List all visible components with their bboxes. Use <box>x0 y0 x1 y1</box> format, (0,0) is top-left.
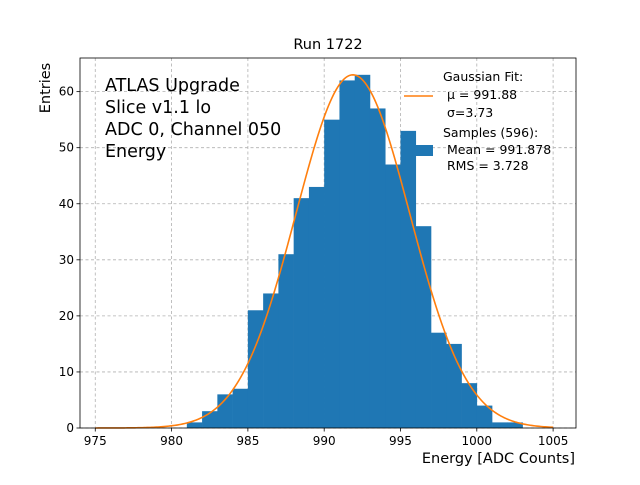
legend-samples-rms: RMS = 3.728 <box>443 158 529 173</box>
y-axis-label: Entries <box>38 63 54 114</box>
histogram-bar <box>186 422 203 428</box>
chart-title: Run 1722 <box>293 37 362 53</box>
legend-fit-title: Gaussian Fit: <box>443 69 523 84</box>
x-tick-label: 975 <box>84 434 107 448</box>
annotation-line-2: Slice v1.1 lo <box>105 98 211 118</box>
histogram-bar <box>278 254 294 428</box>
histogram-bar <box>476 405 493 428</box>
y-tick-label: 10 <box>59 365 74 379</box>
y-tick-label: 50 <box>59 141 74 155</box>
x-tick-label: 1005 <box>538 434 569 448</box>
run-annotation: ATLAS Upgrade Slice v1.1 lo ADC 0, Chann… <box>105 76 281 162</box>
x-tick-label: 980 <box>160 434 183 448</box>
histogram-bar <box>232 388 249 428</box>
legend-samples-title: Samples (596): <box>443 125 538 140</box>
histogram-bar <box>339 80 356 428</box>
x-tick-label: 995 <box>389 434 412 448</box>
y-tick-label: 40 <box>59 197 74 211</box>
y-tick-label: 30 <box>59 253 74 267</box>
legend-fit-sigma: σ=3.73 <box>447 105 493 120</box>
annotation-line-3: ADC 0, Channel 050 <box>105 120 281 140</box>
gaussian-fit-curve <box>95 74 554 429</box>
histogram-bar <box>247 310 264 428</box>
histogram-bar <box>308 186 325 428</box>
histogram-bar <box>385 164 401 429</box>
y-tick-label: 60 <box>59 85 74 99</box>
histogram-bars <box>186 74 523 429</box>
legend-samples-swatch <box>416 145 433 156</box>
annotation-line-4: Energy <box>105 142 166 162</box>
y-tick-label: 20 <box>59 309 74 323</box>
axis-ticks: 975 980 985 990 995 1000 1005 0 10 20 30 40 50 60 <box>59 85 569 448</box>
legend-samples-mean: Mean = 991.878 <box>443 142 551 157</box>
histogram-bar <box>369 108 386 429</box>
histogram-bar <box>324 119 340 429</box>
legend: Gaussian Fit: μ = 991.88 σ=3.73 Samples … <box>404 69 551 173</box>
histogram-bar <box>431 332 447 428</box>
plot-frame <box>79 57 577 429</box>
histogram-bar <box>492 422 508 428</box>
histogram-bar <box>293 198 310 428</box>
x-tick-label: 990 <box>313 434 336 448</box>
histogram-bar <box>354 74 371 429</box>
histogram-bar <box>507 422 523 428</box>
y-tick-label: 0 <box>66 421 74 435</box>
histogram-bar <box>400 130 417 428</box>
annotation-line-1: ATLAS Upgrade <box>105 76 240 96</box>
x-axis-label: Energy [ADC Counts] <box>422 451 575 467</box>
histogram-bar <box>461 383 478 428</box>
x-tick-label: 1000 <box>462 434 493 448</box>
legend-fit-mean: μ = 991.88 <box>447 87 517 102</box>
histogram-bar <box>415 226 432 428</box>
fit-layer <box>95 74 554 429</box>
x-tick-label: 985 <box>236 434 259 448</box>
histogram-bar <box>263 293 279 428</box>
